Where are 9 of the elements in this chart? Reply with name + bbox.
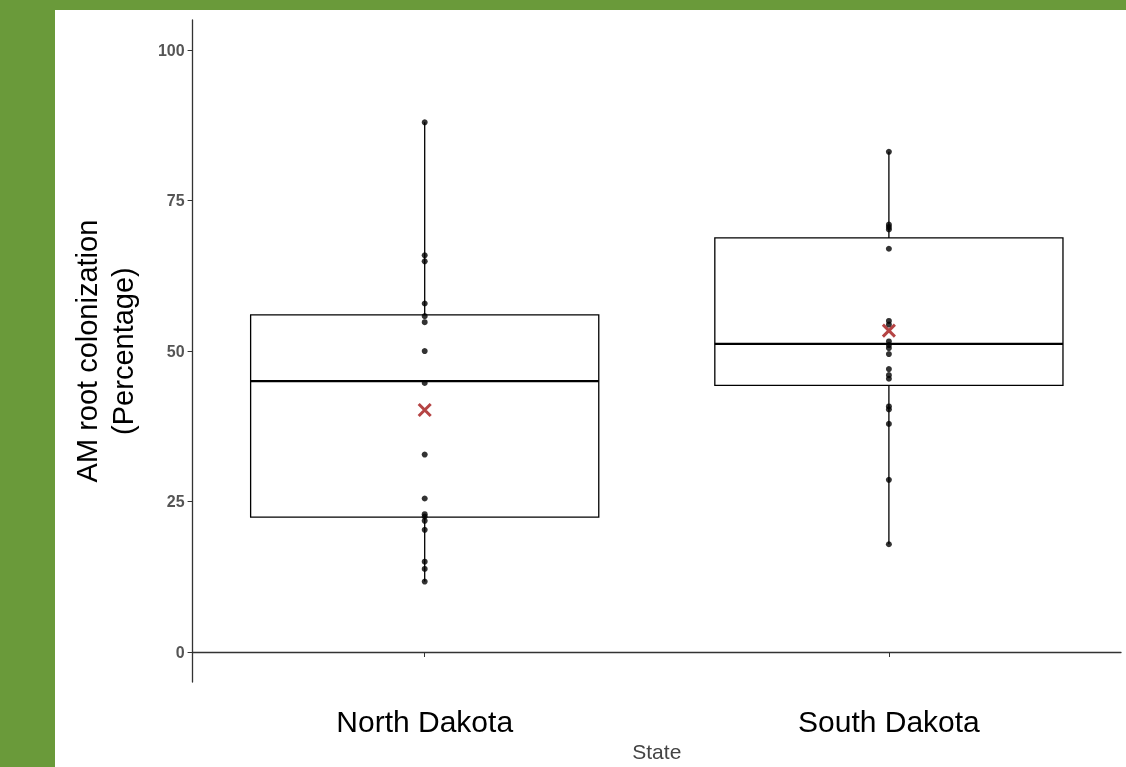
x-axis-title: State xyxy=(632,740,682,763)
x-tick-label: North Dakota xyxy=(336,704,514,738)
y-tick-label: 0 xyxy=(175,643,185,661)
y-tick-label: 75 xyxy=(166,192,185,210)
y-tick-label: 100 xyxy=(157,41,185,59)
y-axis-title: AM root colonization (Percentage) xyxy=(71,219,139,483)
x-tick-label: South Dakota xyxy=(798,704,981,738)
y-tick-label: 25 xyxy=(166,493,185,511)
y-tick-label: 50 xyxy=(166,342,185,360)
